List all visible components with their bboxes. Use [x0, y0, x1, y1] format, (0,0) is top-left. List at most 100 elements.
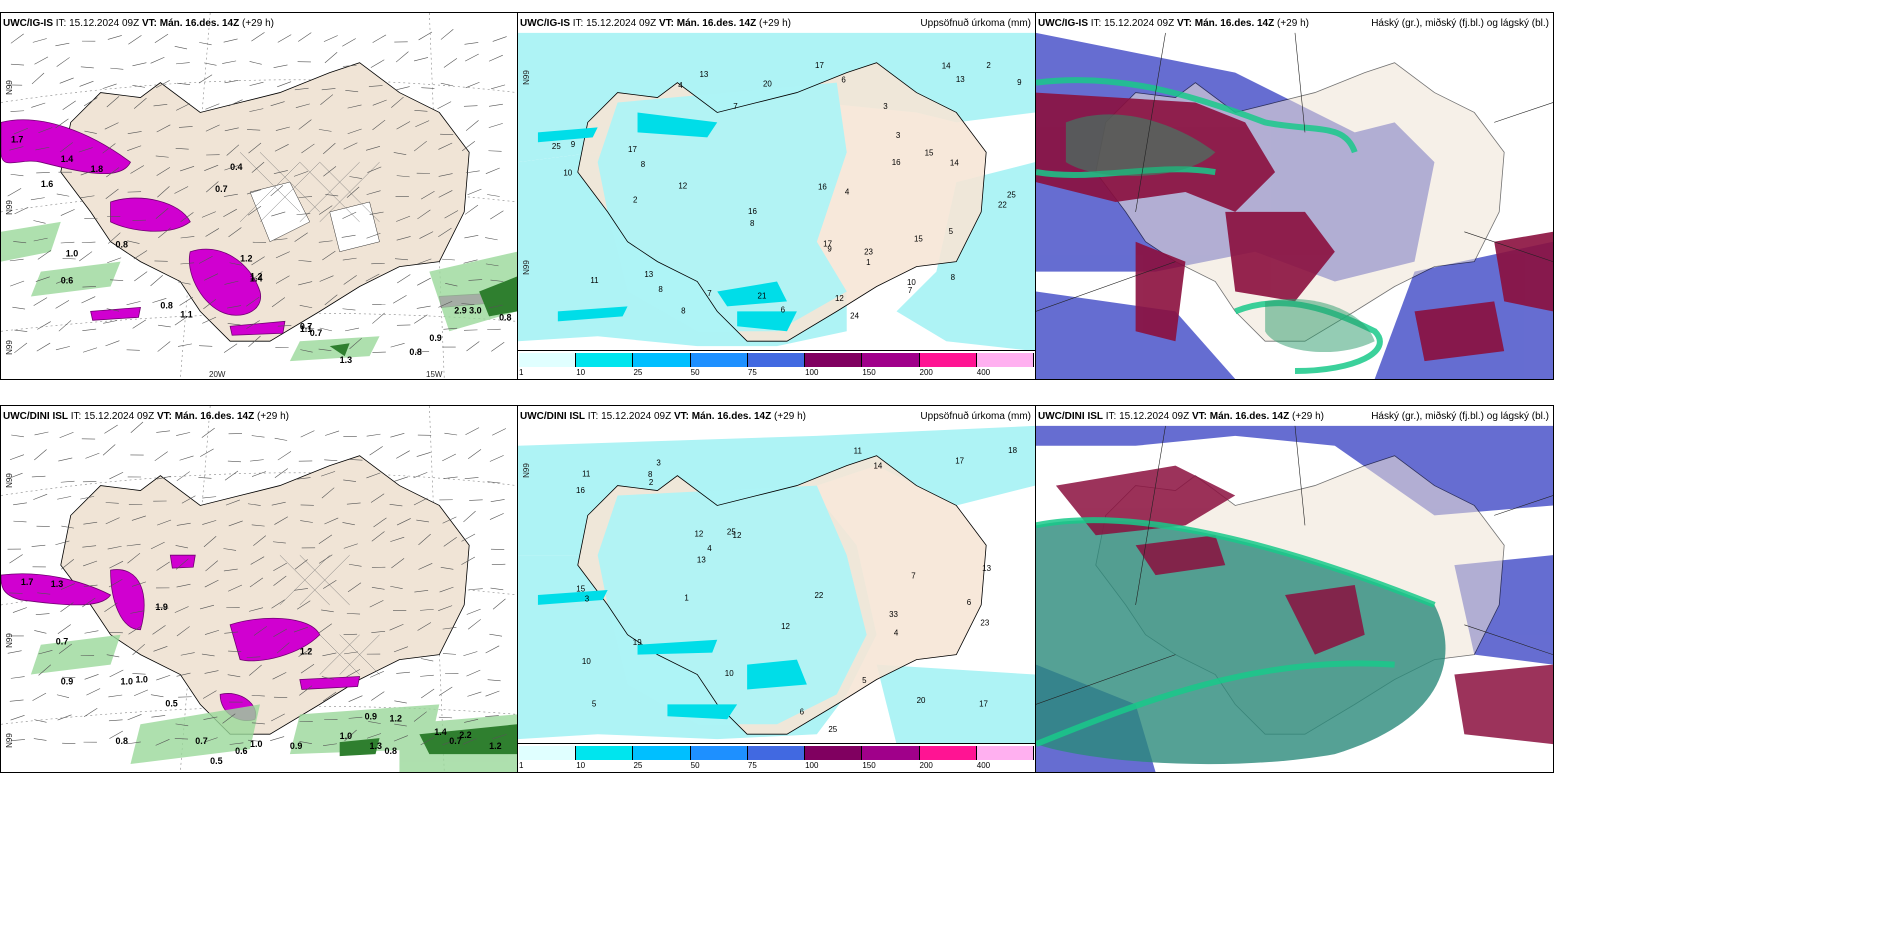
wind-barb — [396, 236, 411, 241]
vt-label: VT: — [156, 411, 172, 422]
value-label: 2.9 — [454, 305, 466, 315]
wind-barb — [492, 734, 507, 739]
value-label: 1.0 — [66, 249, 78, 259]
wind-barb — [83, 584, 98, 587]
wind-barb — [318, 554, 333, 564]
panel-header: UWC/IG-IS IT: 15.12.2024 09Z VT: Mán. 16… — [3, 17, 513, 33]
wind-barb — [36, 172, 50, 174]
lat-label: N99 — [4, 473, 14, 488]
wind-panel-bottom: 1.7 1.3 1.9 1.0 0.7 0.9 1.0 0.5 0.8 0.7 1.0 0.9 1.0 1… — [0, 405, 518, 773]
wind-barb — [273, 628, 287, 637]
wind-barb — [416, 519, 430, 523]
wind-barb — [369, 211, 384, 215]
wind-barb — [38, 127, 53, 134]
wind-barb — [248, 739, 262, 742]
wind-barb — [346, 613, 361, 615]
wind-barb — [438, 300, 453, 308]
value-label: 7 — [908, 286, 913, 295]
wind-barb — [126, 349, 140, 351]
value-label: 20 — [917, 696, 926, 705]
wind-barb — [250, 556, 265, 565]
wind-barb — [13, 520, 27, 523]
wind-barb — [204, 164, 219, 171]
wind-barb — [247, 205, 262, 216]
lead-time: (+29 h) — [242, 18, 274, 29]
value-label: 3 — [883, 102, 888, 111]
wind-barb — [174, 315, 189, 326]
colorbar-tick-label: 150 — [862, 761, 876, 770]
wind-barb — [102, 444, 116, 456]
wind-barb — [393, 646, 408, 653]
value-label: 11 — [590, 276, 599, 285]
wind-barb — [176, 62, 190, 65]
wind-map-bottom: 1.7 1.3 1.9 1.0 0.7 0.9 1.0 0.5 0.8 0.7 1.0 0.9 1.0 1… — [1, 406, 517, 772]
wind-barb — [366, 733, 382, 739]
wind-barb — [469, 499, 483, 501]
wind-barb — [366, 232, 381, 239]
colorbar-swatch — [633, 353, 691, 367]
value-label: 0.5 — [165, 698, 177, 708]
value-label: 3.0 — [469, 305, 481, 315]
wind-barb — [10, 33, 24, 44]
wind-barb — [463, 259, 478, 264]
value-label: 6 — [800, 708, 805, 717]
value-label: 0.4 — [230, 162, 242, 172]
wind-barb — [110, 279, 124, 281]
it-label: IT: — [55, 18, 67, 29]
value-label: 5 — [949, 227, 954, 236]
wind-barb — [203, 536, 217, 548]
wind-barb — [396, 175, 410, 178]
wind-barb — [57, 624, 71, 634]
lat-label: N99 — [4, 200, 14, 215]
value-label: 8 — [648, 470, 653, 479]
wind-barb — [156, 167, 171, 176]
wind-barb — [300, 430, 315, 438]
wind-barb — [134, 271, 148, 282]
wind-barb — [271, 297, 286, 308]
wind-barb — [319, 205, 333, 215]
wind-barb — [34, 630, 47, 634]
wind-barb — [38, 664, 52, 676]
colorbar-tick-label: 50 — [690, 368, 700, 377]
value-label: 1.2 — [489, 741, 501, 751]
wind-barb — [59, 431, 74, 439]
wind-barb — [62, 676, 76, 679]
cloud-map-bottom — [1036, 406, 1553, 772]
wind-barb — [126, 301, 141, 306]
wind-barb — [249, 664, 262, 676]
wind-barb — [271, 501, 286, 506]
panel-header: UWC/IG-IS IT: 15.12.2024 09Z VT: Mán. 16… — [520, 17, 1031, 33]
wind-barb — [109, 669, 124, 678]
precip-colorbar: 1 10 25 50 75 100 150 200 400 — [518, 350, 1035, 379]
wind-barb — [205, 124, 220, 132]
colorbar-tick-label: 400 — [976, 761, 991, 770]
wind-barb — [371, 630, 386, 633]
wind-barb — [391, 558, 405, 569]
wind-barb — [469, 588, 483, 590]
wind-barb — [323, 743, 337, 746]
value-label: 12 — [733, 531, 742, 540]
wind-barb — [344, 651, 358, 655]
wind-barb — [248, 335, 261, 348]
value-label: 3 — [656, 459, 661, 468]
wind-barb — [272, 672, 287, 680]
wind-barb — [442, 453, 457, 462]
wind-barb — [178, 281, 191, 285]
value-label: 0.8 — [116, 736, 128, 746]
wind-barb — [396, 671, 410, 674]
cloud-panel-bottom: UWC/DINI ISL IT: 15.12.2024 09Z VT: Mán.… — [1035, 405, 1554, 773]
wind-barb — [106, 167, 120, 178]
wind-barb — [133, 250, 148, 260]
colorbar-ticks: 1 10 25 50 75 100 150 200 400 — [519, 368, 1034, 378]
wind-barb — [488, 54, 503, 62]
wind-barb — [228, 99, 243, 107]
wind-barb — [223, 548, 237, 551]
wind-barb — [442, 516, 457, 524]
wind-barb — [251, 256, 265, 266]
wind-barb — [7, 650, 22, 654]
wind-barb — [464, 234, 479, 239]
wind-barb — [442, 653, 457, 655]
wind-barb — [394, 700, 407, 704]
wind-barb — [132, 85, 146, 88]
wind-barb — [82, 347, 98, 353]
